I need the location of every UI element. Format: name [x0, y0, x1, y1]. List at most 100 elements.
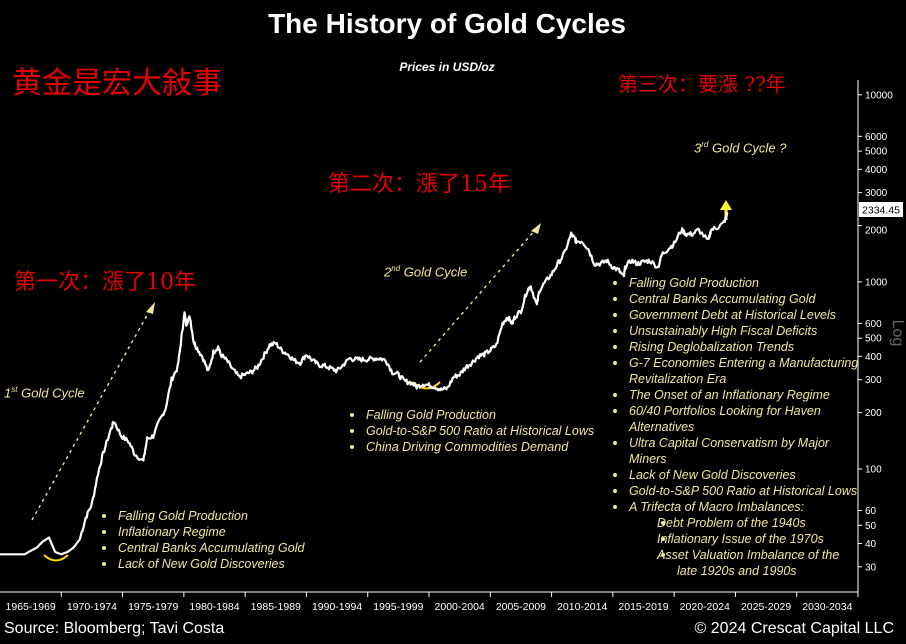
y-tick-label: 10000 — [865, 90, 893, 101]
cycle1-trend-arrow — [31, 309, 151, 521]
source-note: Source: Bloomberg; Tavi Costa — [4, 620, 225, 637]
y-tick-label: 1000 — [865, 277, 888, 288]
x-tick-label: 1985-1989 — [251, 601, 301, 613]
y-tick-label: 500 — [865, 334, 882, 345]
bullet-dot-icon — [350, 429, 354, 433]
cn-second-cycle-annotation: 第二次：漲了15年 — [328, 172, 510, 197]
x-tick-label: 2000-2004 — [435, 601, 485, 613]
bullet-dot-icon — [102, 530, 106, 534]
x-tick-label: 2030-2034 — [802, 601, 852, 613]
last-price-value: 2334.45 — [862, 205, 900, 217]
list-item-text: Inflationary Issue of the 1970s — [657, 532, 824, 546]
gold-price-series-line — [0, 211, 729, 556]
list-item-text: A Trifecta of Macro Imbalances: — [629, 500, 805, 514]
list-item-text: China Driving Commodities Demand — [366, 440, 569, 454]
list-item-text: Central Banks Accumulating Gold — [629, 292, 816, 306]
list-item: Inflationary Regime — [102, 524, 304, 540]
x-tick-label: 2020-2024 — [680, 601, 730, 613]
bullet-dot-icon — [613, 489, 617, 493]
list-item-text: Falling Gold Production — [366, 408, 496, 422]
cycle1-label: 1st Gold Cycle — [4, 385, 85, 401]
list-item: Lack of New Gold Discoveries — [613, 467, 858, 483]
list-item: Gold-to-S&P 500 Ratio at Historical Lows — [613, 483, 858, 499]
x-tick-label: 2015-2019 — [618, 601, 668, 613]
list-item: The Onset of an Inflationary Regime — [613, 387, 858, 403]
cn-main-annotation: 黄金是宏大敍事 — [12, 66, 222, 101]
x-tick-label: 2025-2029 — [741, 601, 791, 613]
list-item-text: Gold-to-S&P 500 Ratio at Historical Lows — [366, 424, 595, 438]
cycle2-label: 2nd Gold Cycle — [384, 264, 468, 280]
list-item-text: Falling Gold Production — [629, 276, 759, 290]
y-tick-label: 300 — [865, 375, 882, 386]
list-item: Debt Problem of the 1940s — [641, 515, 858, 531]
bullet-dot-icon — [613, 505, 617, 509]
bullet-dot-icon — [613, 409, 617, 413]
list-item-text: Ultra Capital Conservatism by Major — [629, 436, 830, 450]
x-axis-ticks: 1965-1969 1970-1974 1975-1979 1980-1984 1985… — [6, 592, 859, 613]
bullet-dot-icon — [613, 393, 617, 397]
y-tick-label: 40 — [865, 539, 877, 550]
bullet-dot-icon — [350, 413, 354, 417]
list-item: Lack of New Gold Discoveries — [102, 556, 304, 572]
list-item: Unsustainably High Fiscal Deficits — [613, 323, 858, 339]
list-item: Falling Gold Production — [613, 275, 858, 291]
bullet-dot-icon — [613, 345, 617, 349]
cycle1-arrow-head — [146, 302, 155, 314]
list-item-text: Inflationary Regime — [118, 525, 226, 539]
cycle1-bottom-mark — [43, 554, 69, 562]
y-tick-label: 200 — [865, 408, 882, 419]
cycle3-drivers-list: Falling Gold Production Central Banks Acc… — [613, 275, 858, 579]
list-item-text: Unsustainably High Fiscal Deficits — [629, 324, 818, 338]
bullet-dot-icon — [613, 329, 617, 333]
list-item-text: Asset Valuation Imbalance of the — [657, 548, 840, 562]
y-axis-log-label: Log — [889, 320, 906, 347]
chart-subtitle: Prices in USD/oz — [399, 60, 495, 74]
bullet-dot-icon — [613, 297, 617, 301]
y-tick-label: 60 — [865, 506, 877, 517]
y-tick-label: 600 — [865, 319, 882, 330]
bullet-dot-icon — [613, 313, 617, 317]
cycle2-drivers-list: Falling Gold Production Gold-to-S&P 500 R… — [350, 407, 594, 455]
y-tick-label: 30 — [865, 562, 877, 573]
list-item-continuation: Miners — [629, 452, 667, 466]
x-tick-label: 1970-1974 — [67, 601, 117, 613]
last-price-tag: 2334.45 — [859, 202, 903, 217]
list-item-text: Central Banks Accumulating Gold — [118, 541, 305, 555]
cycle1-drivers-list: Falling Gold Production Inflationary Regi… — [102, 508, 304, 572]
list-item: Central Banks Accumulating Gold — [102, 540, 304, 556]
list-item: Falling Gold Production — [102, 508, 304, 524]
list-item-text: 60/40 Portfolios Looking for Haven — [629, 404, 821, 418]
list-item-text: G-7 Economies Entering a Manufacturing — [629, 356, 859, 370]
list-item-text: The Onset of an Inflationary Regime — [629, 388, 830, 402]
bullet-dot-icon — [661, 553, 665, 557]
list-item: Rising Deglobalization Trends — [613, 339, 858, 355]
list-item: Asset Valuation Imbalance of the — [641, 547, 858, 563]
y-tick-label: 3000 — [865, 188, 888, 199]
bullet-dot-icon — [350, 445, 354, 449]
x-tick-label: 1990-1994 — [312, 601, 362, 613]
y-tick-label: 6000 — [865, 132, 888, 143]
list-item: Falling Gold Production — [350, 407, 594, 423]
list-item-continuation: Alternatives — [629, 420, 695, 434]
x-tick-label: 1995-1999 — [373, 601, 423, 613]
x-tick-label: 2010-2014 — [557, 601, 607, 613]
bullet-dot-icon — [661, 521, 665, 525]
chart-title: The History of Gold Cycles — [268, 8, 626, 39]
list-item: Central Banks Accumulating Gold — [613, 291, 858, 307]
cycle3-label: 3rd Gold Cycle ? — [694, 140, 787, 156]
list-item-text: Lack of New Gold Discoveries — [118, 557, 285, 571]
bullet-dot-icon — [661, 537, 665, 541]
list-item: Gold-to-S&P 500 Ratio at Historical Lows — [350, 423, 594, 439]
x-tick-label: 1975-1979 — [128, 601, 178, 613]
y-tick-label: 50 — [865, 521, 877, 532]
list-item: G-7 Economies Entering a Manufacturing — [613, 355, 858, 371]
list-item: Government Debt at Historical Levels — [613, 307, 858, 323]
list-item: 60/40 Portfolios Looking for Haven — [613, 403, 858, 419]
list-item-text: Debt Problem of the 1940s — [657, 516, 806, 530]
bullet-dot-icon — [613, 473, 617, 477]
x-tick-label: 1980-1984 — [189, 601, 239, 613]
cycle3-up-arrow-head — [720, 200, 732, 210]
y-axis-ticks: 30 40 50 60 100 200 300 400 500 600 1000 3000 4000 50… — [858, 90, 893, 573]
list-item-text: Government Debt at Historical Levels — [629, 308, 837, 322]
